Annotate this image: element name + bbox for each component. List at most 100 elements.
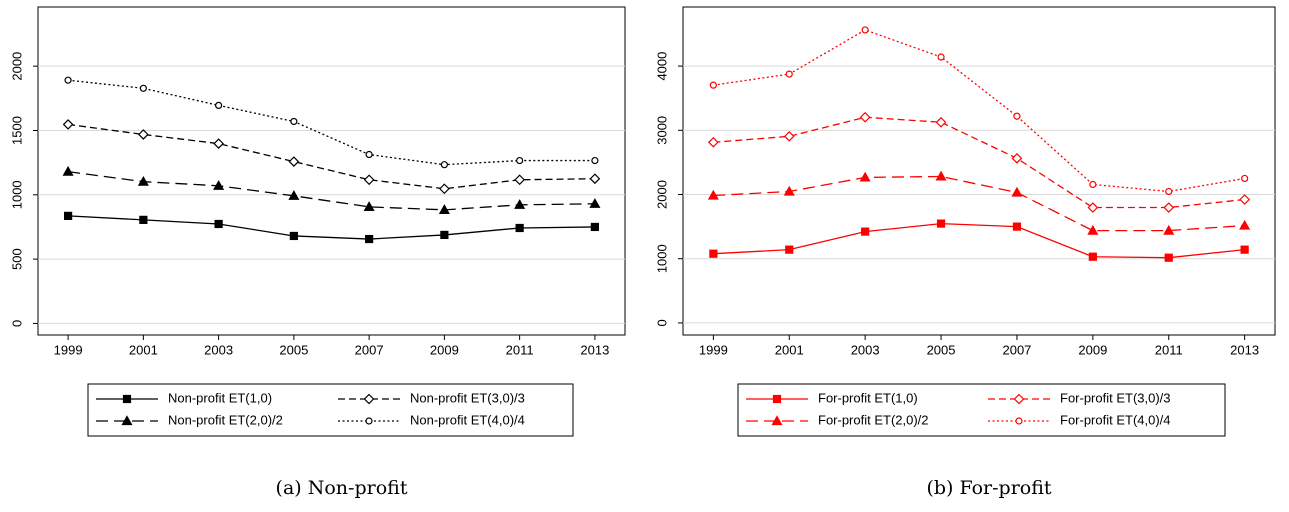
marker xyxy=(514,174,525,186)
marker xyxy=(709,81,717,89)
marker xyxy=(138,129,149,140)
marker xyxy=(1013,112,1021,120)
x-tick-label: 1999 xyxy=(54,342,83,357)
marker xyxy=(122,394,132,404)
marker xyxy=(213,138,224,149)
marker xyxy=(289,231,298,241)
marker xyxy=(1163,202,1175,213)
series-line xyxy=(68,215,595,240)
marker xyxy=(121,415,133,426)
legend-label: Non-profit ET(1,0) xyxy=(168,390,272,405)
marker xyxy=(515,223,524,233)
y-tick-label: 4000 xyxy=(654,52,669,81)
marker xyxy=(709,249,718,258)
marker xyxy=(64,76,72,84)
marker xyxy=(783,130,795,142)
marker xyxy=(1164,253,1173,262)
marker xyxy=(783,185,795,196)
marker xyxy=(137,175,149,186)
marker xyxy=(785,70,793,78)
marker xyxy=(514,199,526,209)
x-tick-label: 2009 xyxy=(430,342,459,357)
legend-label: For-profit ET(2,0)/2 xyxy=(818,412,929,427)
marker xyxy=(772,394,782,404)
legend-label: Non-profit ET(3,0)/3 xyxy=(410,390,525,405)
marker xyxy=(936,219,946,228)
marker xyxy=(363,201,375,211)
marker xyxy=(288,156,300,167)
marker xyxy=(708,136,719,148)
y-tick-label: 1000 xyxy=(654,244,669,273)
marker xyxy=(1165,187,1173,196)
series-line xyxy=(713,222,1245,259)
y-tick-label: 2000 xyxy=(654,180,669,209)
marker xyxy=(365,234,374,244)
marker xyxy=(1241,174,1249,183)
x-tick-label: 2005 xyxy=(927,342,956,357)
marker xyxy=(1011,186,1023,197)
marker xyxy=(62,165,74,176)
marker xyxy=(1011,153,1023,164)
marker xyxy=(64,211,73,220)
marker xyxy=(1012,222,1022,231)
x-tick-label: 2013 xyxy=(1230,342,1259,357)
y-tick-label: 0 xyxy=(654,319,669,326)
marker xyxy=(438,204,450,214)
marker xyxy=(861,227,870,236)
marker xyxy=(214,219,223,229)
x-tick-label: 2011 xyxy=(1155,342,1183,357)
marker xyxy=(859,171,871,182)
y-tick-label: 1500 xyxy=(9,116,24,145)
x-tick-label: 2001 xyxy=(129,342,158,357)
caption: (b) For-profit xyxy=(926,477,1051,499)
x-tick-label: 2007 xyxy=(355,342,384,357)
y-tick-label: 1000 xyxy=(9,180,24,209)
marker xyxy=(363,174,375,186)
y-tick-label: 0 xyxy=(9,320,24,327)
marker xyxy=(365,150,373,159)
x-tick-label: 2005 xyxy=(279,342,308,357)
series-line xyxy=(713,175,1245,232)
marker xyxy=(365,417,373,425)
marker xyxy=(1013,393,1025,405)
marker xyxy=(935,116,947,128)
marker xyxy=(859,111,871,123)
marker xyxy=(935,170,947,181)
marker xyxy=(363,393,375,405)
marker xyxy=(215,101,223,110)
marker xyxy=(440,230,449,240)
marker xyxy=(440,161,448,169)
x-tick-label: 2007 xyxy=(1002,342,1031,357)
x-tick-label: 2001 xyxy=(775,342,804,357)
caption: (a) Non-profit xyxy=(276,477,408,499)
marker xyxy=(439,183,450,195)
marker xyxy=(1240,245,1249,254)
series-line xyxy=(68,79,595,166)
marker xyxy=(288,190,300,200)
marker xyxy=(516,156,524,165)
y-tick-label: 3000 xyxy=(654,116,669,145)
plot-frame xyxy=(682,6,1276,336)
marker xyxy=(1087,224,1099,235)
x-tick-label: 2003 xyxy=(204,342,233,357)
legend-label: For-profit ET(4,0)/4 xyxy=(1060,412,1171,427)
x-tick-label: 1999 xyxy=(699,342,728,357)
marker xyxy=(590,222,599,232)
y-tick-label: 500 xyxy=(9,248,24,270)
marker xyxy=(1015,417,1023,425)
marker xyxy=(1089,180,1097,189)
marker xyxy=(589,173,601,185)
marker xyxy=(937,53,945,61)
series-line xyxy=(713,116,1245,209)
marker xyxy=(1163,224,1175,235)
legend-box xyxy=(87,383,574,437)
series-line xyxy=(68,170,595,211)
marker xyxy=(861,26,869,34)
series-line xyxy=(68,123,595,190)
marker xyxy=(785,245,794,254)
marker xyxy=(591,156,599,165)
marker xyxy=(62,119,74,130)
marker xyxy=(1087,202,1099,213)
legend-label: Non-profit ET(2,0)/2 xyxy=(168,412,283,427)
